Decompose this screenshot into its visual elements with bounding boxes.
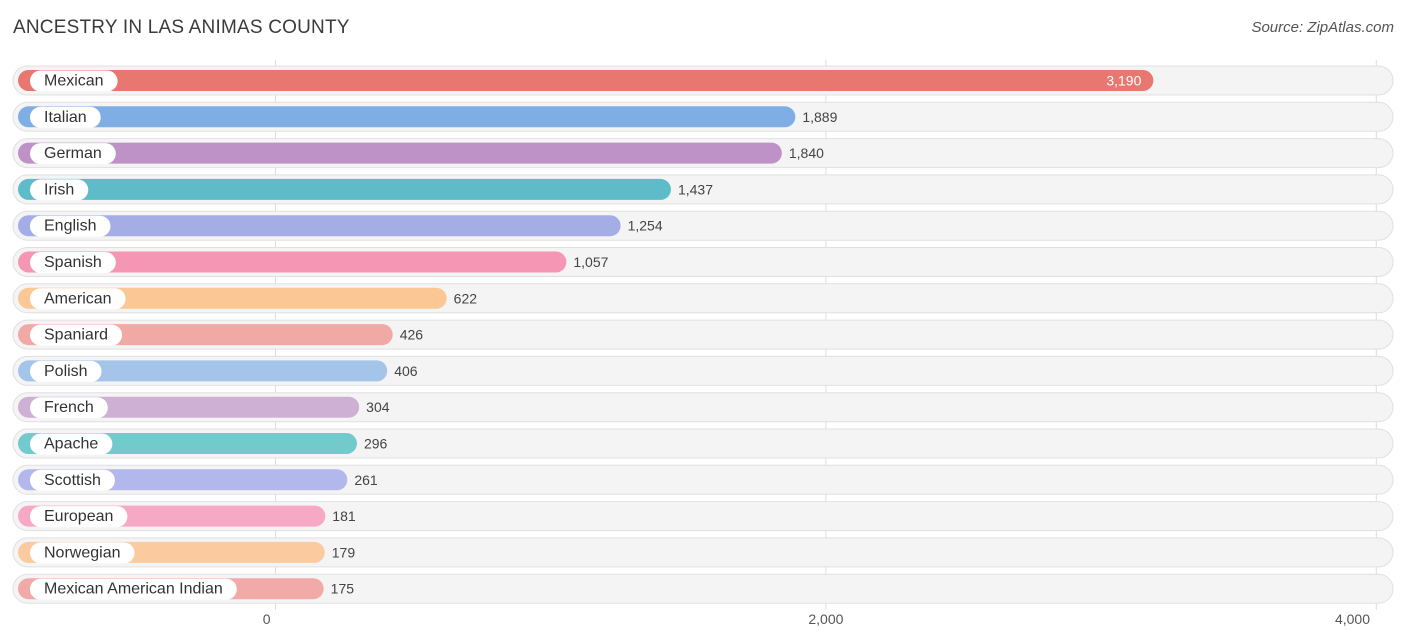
category-label: French — [44, 399, 94, 416]
category-label-pill — [30, 433, 113, 455]
value-label: 1,254 — [628, 218, 663, 234]
category-label-pill — [30, 106, 101, 128]
bar[interactable] — [18, 142, 782, 164]
value-label: 1,437 — [678, 181, 713, 197]
x-axis: 0 2,000 4,000 — [263, 611, 1370, 627]
category-label-pill — [30, 252, 116, 273]
category-label: Scottish — [44, 472, 101, 489]
bar-track — [12, 573, 1394, 604]
bar-track — [12, 501, 1394, 532]
bar-row: American 622 — [12, 283, 1394, 314]
bar-row: French 304 — [12, 392, 1394, 423]
category-label-pill — [30, 179, 89, 201]
bar-row: German 1,840 — [12, 138, 1394, 169]
category-label: Spaniard — [44, 327, 108, 344]
bar[interactable] — [18, 287, 447, 309]
value-label: 1,889 — [802, 109, 837, 125]
bar-row: English 1,254 — [12, 210, 1394, 241]
bar-track — [12, 537, 1394, 568]
value-label: 304 — [366, 399, 390, 415]
bar-row: Apache 296 — [12, 428, 1394, 459]
category-label: Polish — [44, 363, 88, 380]
category-label: Spanish — [44, 254, 102, 271]
bar[interactable] — [18, 70, 1154, 91]
category-label-pill — [30, 324, 123, 346]
bar-row: Norwegian 179 — [12, 537, 1394, 568]
bar-row: European 181 — [12, 501, 1394, 532]
category-label-pill — [30, 506, 128, 528]
value-label: 622 — [454, 290, 478, 306]
category-label: Irish — [44, 181, 74, 198]
category-label-pill — [30, 469, 115, 491]
value-label: 175 — [331, 581, 355, 597]
category-label: Italian — [44, 109, 87, 126]
value-label: 1,840 — [789, 145, 824, 161]
x-tick-label: 2,000 — [808, 611, 843, 627]
x-tick-label: 0 — [263, 611, 271, 627]
category-label: English — [44, 218, 96, 235]
bar[interactable] — [18, 251, 567, 273]
category-label-pill — [30, 542, 135, 564]
category-label-pill — [30, 578, 237, 600]
category-label-pill — [30, 70, 118, 92]
bar-row: Spaniard 426 — [12, 319, 1394, 350]
chart-title: ANCESTRY IN LAS ANIMAS COUNTY — [13, 17, 350, 38]
bar-row: Spanish 1,057 — [12, 247, 1394, 277]
bar[interactable] — [18, 106, 796, 128]
category-label: Norwegian — [44, 544, 120, 561]
category-label: Mexican — [44, 73, 104, 90]
bar[interactable] — [18, 360, 388, 382]
value-label: 426 — [400, 327, 424, 343]
bar-row: Italian 1,889 — [12, 101, 1394, 132]
bar-row: Mexican 3,190 — [12, 65, 1394, 96]
bar-track — [12, 392, 1394, 423]
bar-rows: Mexican 3,190 Italian 1,889 German 1,840 Irish… — [12, 65, 1394, 604]
value-label: 179 — [332, 544, 356, 560]
bar-track — [12, 464, 1394, 495]
x-tick-label: 4,000 — [1335, 611, 1370, 627]
category-label: German — [44, 145, 102, 162]
value-label: 3,190 — [1106, 73, 1141, 89]
category-label: Mexican American Indian — [44, 581, 223, 598]
category-label-pill — [30, 143, 116, 165]
bar-row: Scottish 261 — [12, 464, 1394, 495]
value-label: 181 — [332, 508, 356, 524]
category-label: European — [44, 508, 113, 525]
bar-track — [12, 428, 1394, 459]
bar[interactable] — [18, 215, 621, 237]
value-label: 261 — [354, 472, 378, 488]
bar-row: Polish 406 — [12, 355, 1394, 386]
source-label: Source: ZipAtlas.com — [1251, 19, 1394, 36]
category-label: Apache — [44, 436, 98, 453]
value-label: 296 — [364, 436, 388, 452]
category-label-pill — [30, 360, 102, 382]
value-label: 406 — [394, 363, 418, 379]
category-label-pill — [30, 215, 111, 237]
category-label: American — [44, 290, 112, 307]
category-label-pill — [30, 397, 108, 419]
value-label: 1,057 — [573, 254, 608, 270]
category-label-pill — [30, 288, 126, 310]
bar-row: Irish 1,437 — [12, 174, 1394, 205]
bar[interactable] — [18, 178, 671, 200]
bar-row: Mexican American Indian 175 — [12, 573, 1394, 604]
